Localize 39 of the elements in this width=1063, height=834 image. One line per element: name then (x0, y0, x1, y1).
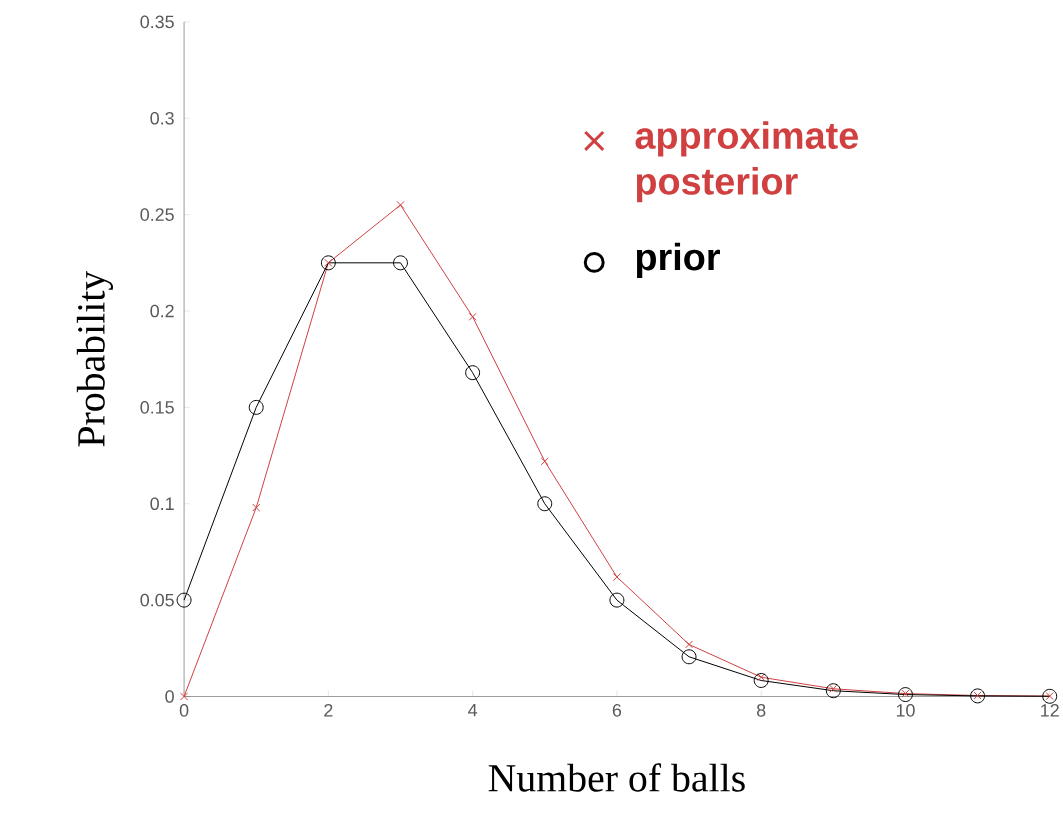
x-axis-title: Number of balls (488, 763, 745, 792)
point (685, 640, 694, 649)
point (753, 673, 769, 689)
x-tick-label: 0 (179, 704, 189, 717)
point (540, 457, 549, 466)
point (612, 573, 621, 582)
point (252, 503, 261, 512)
point (681, 649, 697, 665)
point (320, 255, 336, 271)
x-tick-label: 2 (324, 704, 333, 717)
y-tick-label: 0.25 (140, 208, 174, 222)
point (970, 688, 986, 704)
x-tick-label: 6 (612, 704, 622, 717)
point (537, 496, 553, 512)
y-tick-label: 0.35 (140, 15, 174, 29)
y-tick-label: 0.05 (140, 593, 174, 607)
point (248, 400, 264, 415)
x-tick-label: 4 (468, 704, 478, 717)
point (465, 365, 481, 381)
point (468, 312, 477, 321)
y-tick-label: 0.3 (150, 112, 174, 125)
point (393, 255, 408, 271)
y-tick-label: 0 (165, 690, 174, 703)
x-tick-label: 10 (896, 704, 915, 717)
point (396, 201, 405, 210)
y-tick-label: 0.1 (150, 497, 174, 511)
y-axis-title: Probability (76, 270, 113, 447)
point (825, 683, 841, 699)
y-tick-label: 0.2 (150, 304, 174, 318)
legend-label: prior (636, 242, 720, 279)
x-tick-label: 12 (1041, 704, 1059, 717)
point (897, 687, 913, 703)
legend-label: approximate posterior (635, 121, 858, 203)
x-tick-label: 8 (756, 704, 766, 717)
point (1042, 688, 1058, 704)
point (609, 592, 625, 608)
y-tick-label: 0.15 (140, 401, 174, 414)
point (180, 692, 189, 701)
point (176, 592, 192, 608)
